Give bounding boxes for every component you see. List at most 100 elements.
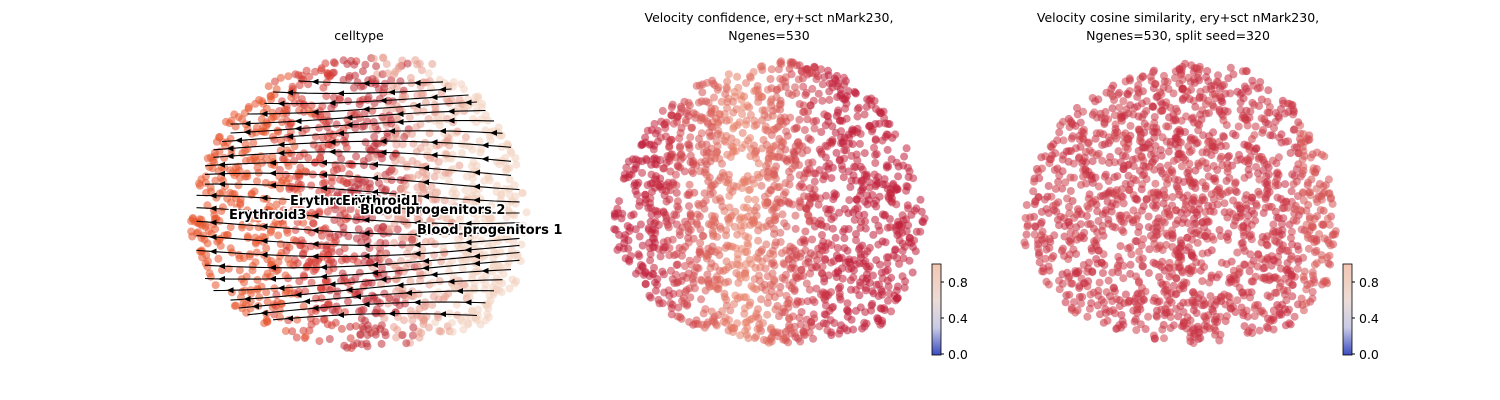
- cosine-point: [1051, 184, 1060, 193]
- confidence-point: [700, 189, 709, 198]
- cosine-point: [1121, 290, 1130, 299]
- confidence-point: [856, 162, 865, 171]
- streamline-arrow: [379, 149, 387, 156]
- cosine-point: [1190, 75, 1199, 84]
- cosine-point: [1132, 237, 1141, 246]
- confidence-point: [708, 281, 717, 290]
- cosine-point: [1133, 92, 1142, 101]
- confidence-point: [904, 173, 913, 181]
- celltype-point: [501, 153, 510, 162]
- confidence-point: [745, 103, 754, 112]
- celltype-point: [352, 234, 361, 243]
- confidence-point: [825, 87, 834, 96]
- streamline-arrow: [269, 159, 276, 166]
- streamline-arrow: [490, 129, 497, 136]
- celltype-point: [275, 306, 284, 315]
- celltype-point: [291, 226, 300, 235]
- celltype-point: [351, 274, 360, 283]
- streamline-arrow: [226, 153, 234, 160]
- cosine-point: [1144, 212, 1153, 221]
- cosine-point: [1193, 238, 1202, 247]
- cosine-point: [1054, 198, 1063, 207]
- cosine-point: [1136, 320, 1145, 329]
- cosine-point: [1290, 209, 1299, 218]
- confidence-point: [775, 100, 784, 109]
- confidence-point: [791, 142, 800, 151]
- cosine-point: [1264, 170, 1273, 179]
- streamline-arrow: [362, 253, 370, 260]
- confidence-point: [767, 65, 776, 74]
- confidence-point: [916, 195, 925, 204]
- celltype-point: [411, 199, 420, 208]
- confidence-point: [831, 128, 840, 137]
- streamline-arrow: [320, 185, 327, 192]
- cosine-point: [1034, 167, 1043, 176]
- streamline: [238, 290, 495, 309]
- cosine-point: [1134, 289, 1143, 298]
- celltype-point: [495, 277, 504, 286]
- cosine-point: [1322, 276, 1331, 285]
- celltype-point: [282, 247, 291, 255]
- confidence-point: [865, 96, 874, 105]
- confidence-point: [700, 323, 709, 332]
- streamline-arrow: [311, 253, 319, 260]
- celltype-point: [228, 168, 237, 177]
- confidence-point: [845, 196, 854, 205]
- confidence-point: [698, 231, 707, 240]
- confidence-point: [757, 295, 766, 304]
- cosine-point: [1201, 232, 1210, 240]
- confidence-point: [730, 324, 739, 333]
- celltype-point: [446, 208, 454, 217]
- confidence-point: [680, 262, 689, 270]
- confidence-point: [849, 266, 858, 275]
- celltype-point: [453, 241, 462, 250]
- celltype-point: [299, 326, 308, 335]
- streamline-arrow: [481, 267, 489, 274]
- confidence-point: [698, 88, 707, 97]
- cosine-point: [1119, 228, 1128, 236]
- celltype-point: [382, 60, 391, 68]
- confidence-point: [636, 220, 645, 229]
- confidence-point: [645, 140, 654, 149]
- cosine-point: [1201, 100, 1210, 109]
- confidence-point: [813, 72, 822, 81]
- celltype-point: [354, 207, 363, 216]
- cosine-point: [1239, 291, 1248, 300]
- confidence-point: [846, 258, 854, 267]
- confidence-point: [780, 260, 789, 269]
- celltype-point: [421, 138, 430, 147]
- cosine-point: [1116, 242, 1125, 250]
- celltype-point: [274, 127, 283, 136]
- confidence-point: [811, 63, 820, 72]
- celltype-point: [218, 203, 227, 212]
- confidence-point: [844, 87, 853, 96]
- celltype-point: [496, 248, 505, 257]
- confidence-point: [797, 265, 806, 274]
- cosine-point: [1148, 157, 1157, 166]
- celltype-point: [377, 339, 386, 348]
- confidence-point: [707, 220, 715, 229]
- cosine-point: [1234, 122, 1243, 131]
- cosine-point: [1104, 276, 1113, 285]
- celltype-point: [201, 172, 210, 181]
- celltype-point: [346, 205, 355, 213]
- confidence-point: [749, 68, 758, 76]
- confidence-point: [703, 270, 712, 279]
- cosine-point: [1136, 137, 1144, 146]
- confidence-point: [707, 104, 716, 113]
- celltype-point: [455, 161, 464, 170]
- streamline-arrow: [320, 273, 327, 280]
- confidence-point: [691, 110, 700, 119]
- confidence-point: [891, 245, 900, 254]
- confidence-point: [764, 173, 773, 182]
- confidence-point: [722, 116, 731, 125]
- celltype-point: [274, 231, 283, 240]
- cosine-point: [1240, 231, 1248, 240]
- celltype-point: [458, 264, 467, 273]
- confidence-point: [651, 286, 660, 295]
- celltype-point: [302, 66, 311, 75]
- cosine-point: [1076, 142, 1085, 151]
- cosine-point: [1171, 140, 1180, 149]
- cosine-point: [1216, 84, 1224, 93]
- cosine-point: [1138, 254, 1147, 263]
